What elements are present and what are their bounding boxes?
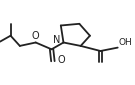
Text: N: N [53, 35, 60, 45]
Text: O: O [31, 31, 39, 41]
Text: O: O [58, 55, 65, 65]
Text: OH: OH [118, 38, 132, 47]
